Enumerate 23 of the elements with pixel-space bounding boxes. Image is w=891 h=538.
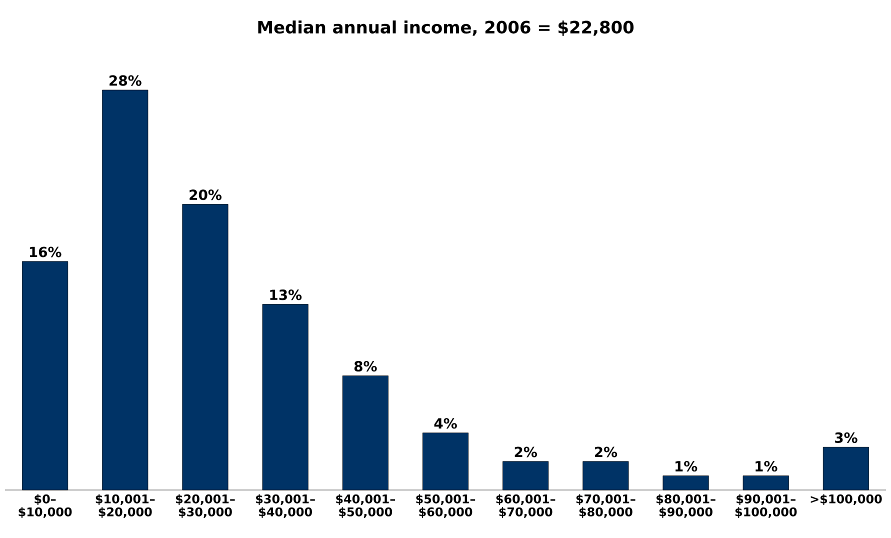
x-tick-label: $60,001– $70,000 xyxy=(496,494,556,518)
data-label: 2% xyxy=(514,446,537,458)
chart-title: Median annual income, 2006 = $22,800 xyxy=(258,20,634,36)
data-label: 28% xyxy=(110,75,142,86)
data-label: 4% xyxy=(434,418,457,429)
data-label: 3% xyxy=(835,432,858,443)
data-label: 1% xyxy=(676,460,698,472)
data-label: 20% xyxy=(190,190,222,200)
data-label: 1% xyxy=(756,460,778,472)
x-tick-label: $90,001– $100,000 xyxy=(735,494,797,518)
x-tick-label: >$100,000 xyxy=(810,494,882,506)
x-tick-label: $30,001– $40,000 xyxy=(256,494,315,518)
data-label: 16% xyxy=(30,246,62,258)
x-tick-label: $20,001– $30,000 xyxy=(176,494,235,518)
x-tick-label: $40,001– $50,000 xyxy=(336,494,395,518)
x-tick-label: $0– $10,000 xyxy=(18,494,72,518)
data-label: 2% xyxy=(594,446,618,458)
x-tick-label: $70,001– $80,000 xyxy=(576,494,636,518)
x-tick-label: $80,001– $90,000 xyxy=(656,494,716,518)
x-tick-label: $50,001– $60,000 xyxy=(416,494,476,518)
data-label: 8% xyxy=(354,360,377,372)
x-tick-label: $10,001– $20,000 xyxy=(96,494,155,518)
data-label: 13% xyxy=(270,290,302,300)
